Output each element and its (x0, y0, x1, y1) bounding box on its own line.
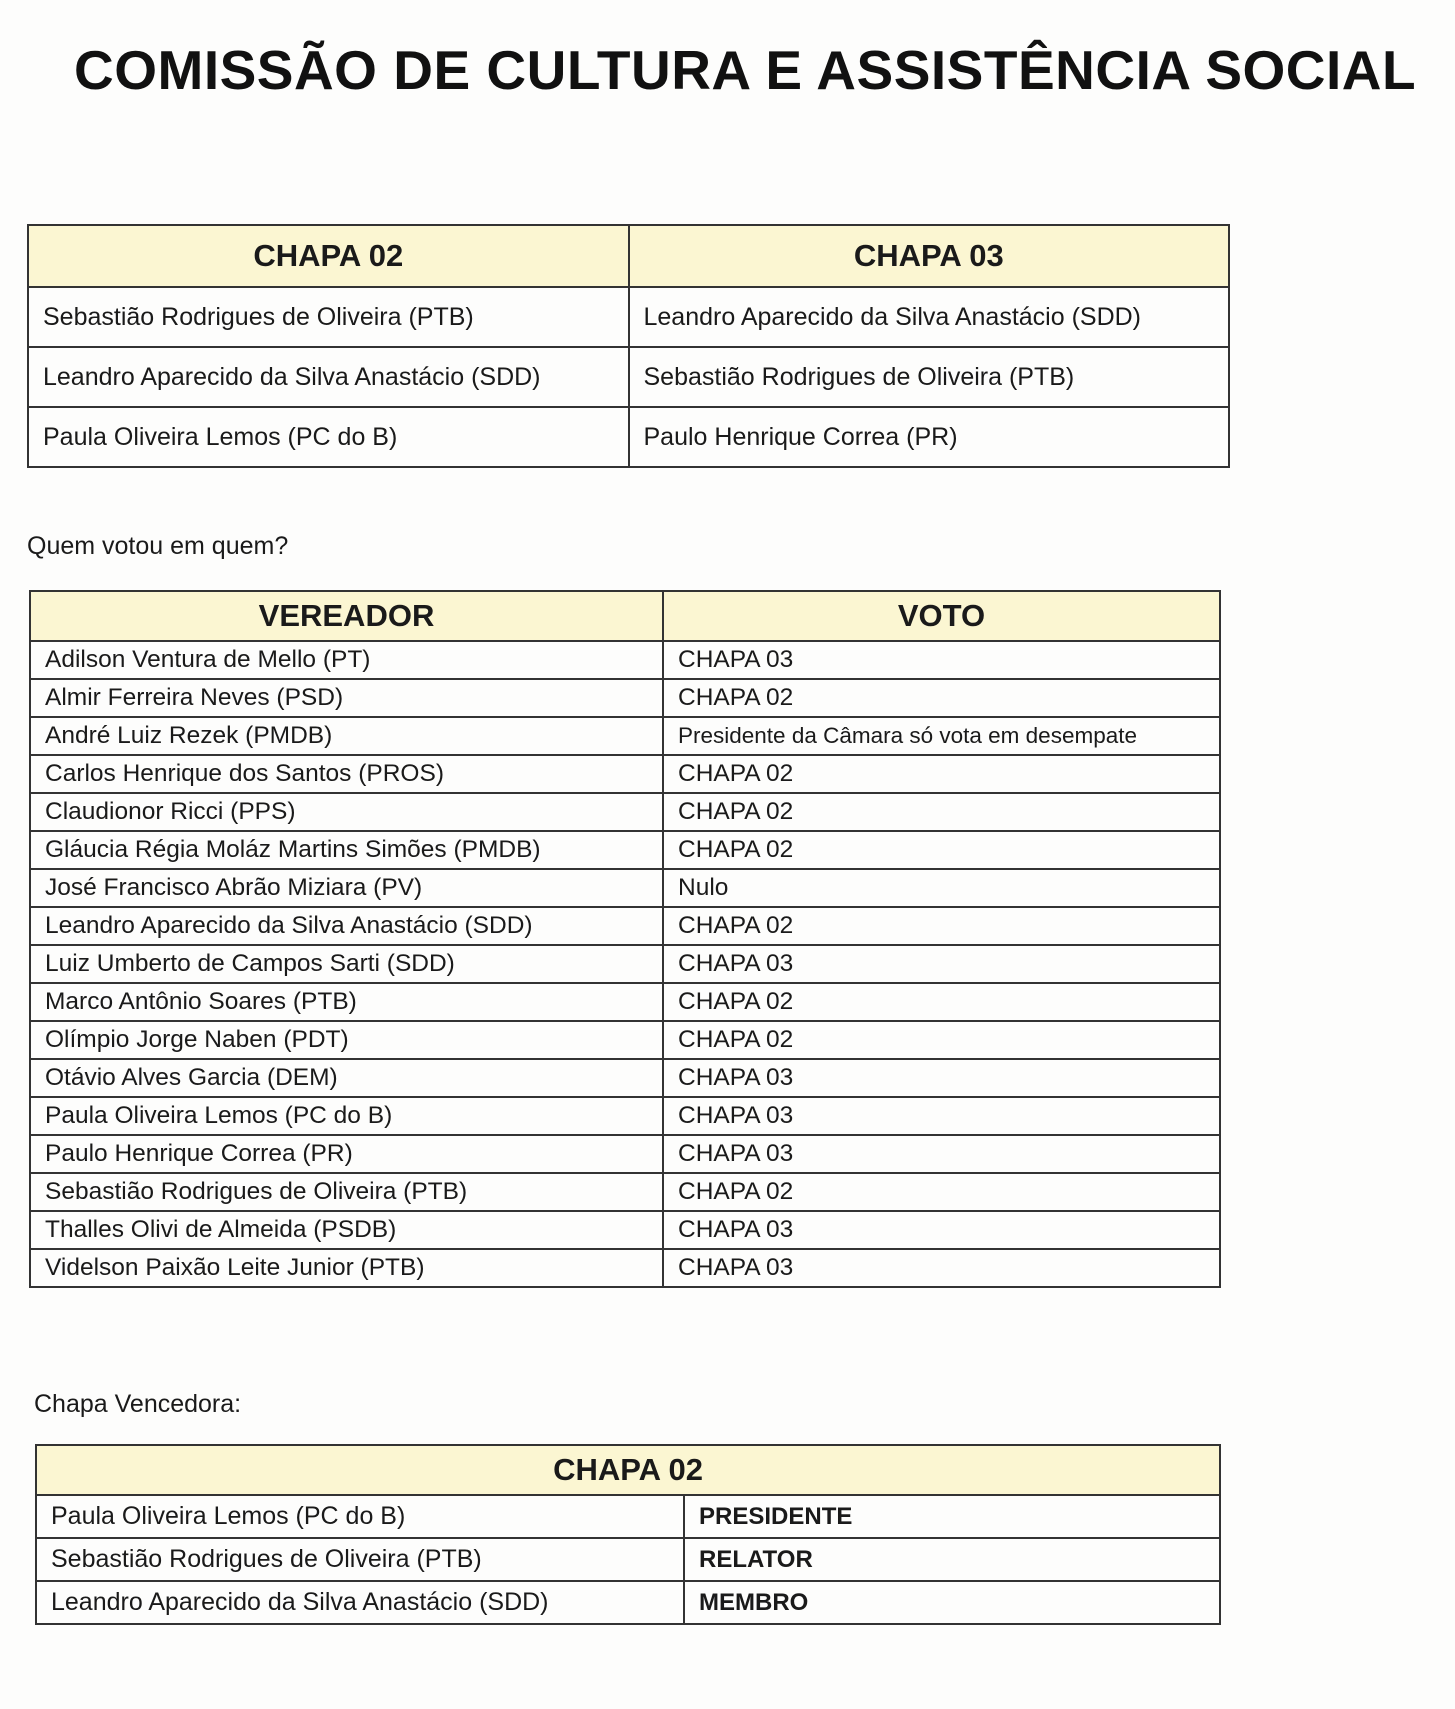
vote-value: CHAPA 02 (662, 1172, 1221, 1212)
member-name: Sebastião Rodrigues de Oliveira (PTB) (35, 1537, 685, 1582)
vereador-name: Paula Oliveira Lemos (PC do B) (29, 1096, 664, 1136)
vote-value: CHAPA 03 (662, 1058, 1221, 1098)
chapa-03-member: Leandro Aparecido da Silva Anastácio (SD… (627, 286, 1230, 348)
chapa-02-member: Sebastião Rodrigues de Oliveira (PTB) (27, 286, 630, 348)
vote-value: Presidente da Câmara só vota em desempat… (662, 716, 1221, 756)
votes-header-row: VEREADOR VOTO (29, 590, 1221, 642)
vote-value: Nulo (662, 868, 1221, 908)
vote-value: CHAPA 03 (662, 1248, 1221, 1288)
votes-label: Quem votou em quem? (27, 532, 289, 560)
vereador-name: Olímpio Jorge Naben (PDT) (29, 1020, 664, 1060)
vereador-name: Gláucia Régia Moláz Martins Simões (PMDB… (29, 830, 664, 870)
vote-row: José Francisco Abrão Miziara (PV) Nulo (29, 868, 1221, 908)
vote-value: CHAPA 02 (662, 754, 1221, 794)
vote-row: Sebastião Rodrigues de Oliveira (PTB) CHA… (29, 1172, 1221, 1212)
vote-row: Carlos Henrique dos Santos (PROS) CHAPA 0… (29, 754, 1221, 794)
chapas-row: Leandro Aparecido da Silva Anastácio (SD… (27, 346, 1230, 408)
vote-value: CHAPA 03 (662, 640, 1221, 680)
vote-value: CHAPA 02 (662, 906, 1221, 946)
winner-row: Leandro Aparecido da Silva Anastácio (SD… (35, 1580, 1221, 1625)
vote-value: CHAPA 03 (662, 1134, 1221, 1174)
member-name: Leandro Aparecido da Silva Anastácio (SD… (35, 1580, 685, 1625)
vereador-name: Almir Ferreira Neves (PSD) (29, 678, 664, 718)
chapa-03-member: Sebastião Rodrigues de Oliveira (PTB) (627, 346, 1230, 408)
winner-row: Paula Oliveira Lemos (PC do B) PRESIDENTE (35, 1494, 1221, 1539)
vote-row: Otávio Alves Garcia (DEM) CHAPA 03 (29, 1058, 1221, 1098)
header-chapa-02: CHAPA 02 (27, 224, 630, 288)
vote-row: Gláucia Régia Moláz Martins Simões (PMDB… (29, 830, 1221, 870)
vereador-name: Otávio Alves Garcia (DEM) (29, 1058, 664, 1098)
member-role: MEMBRO (683, 1580, 1221, 1625)
header-winner-chapa: CHAPA 02 (35, 1444, 1221, 1496)
winner-row: Sebastião Rodrigues de Oliveira (PTB) REL… (35, 1537, 1221, 1582)
document-title: COMISSÃO DE CULTURA E ASSISTÊNCIA SOCIAL (74, 39, 1417, 101)
vote-row: Videlson Paixão Leite Junior (PTB) CHAPA … (29, 1248, 1221, 1288)
chapas-row: Paula Oliveira Lemos (PC do B) Paulo Henr… (27, 406, 1230, 468)
vote-value: CHAPA 02 (662, 830, 1221, 870)
vote-value: CHAPA 03 (662, 1210, 1221, 1250)
vote-row: Thalles Olivi de Almeida (PSDB) CHAPA 03 (29, 1210, 1221, 1250)
vote-row: Leandro Aparecido da Silva Anastácio (SD… (29, 906, 1221, 946)
vote-row: André Luiz Rezek (PMDB) Presidente da Câm… (29, 716, 1221, 756)
header-voto: VOTO (662, 590, 1221, 642)
vereador-name: Luiz Umberto de Campos Sarti (SDD) (29, 944, 664, 984)
chapas-table: CHAPA 02 CHAPA 03 Sebastião Rodrigues de… (27, 224, 1230, 468)
member-name: Paula Oliveira Lemos (PC do B) (35, 1494, 685, 1539)
vote-value: CHAPA 03 (662, 1096, 1221, 1136)
chapa-02-member: Paula Oliveira Lemos (PC do B) (27, 406, 630, 468)
vote-row: Olímpio Jorge Naben (PDT) CHAPA 02 (29, 1020, 1221, 1060)
votes-table: VEREADOR VOTO Adilson Ventura de Mello (… (29, 590, 1221, 1288)
vereador-name: Videlson Paixão Leite Junior (PTB) (29, 1248, 664, 1288)
chapa-02-member: Leandro Aparecido da Silva Anastácio (SD… (27, 346, 630, 408)
vereador-name: Marco Antônio Soares (PTB) (29, 982, 664, 1022)
vote-row: Almir Ferreira Neves (PSD) CHAPA 02 (29, 678, 1221, 718)
chapa-03-member: Paulo Henrique Correa (PR) (627, 406, 1230, 468)
vereador-name: André Luiz Rezek (PMDB) (29, 716, 664, 756)
member-role: RELATOR (683, 1537, 1221, 1582)
chapas-header-row: CHAPA 02 CHAPA 03 (27, 224, 1230, 288)
winner-table: CHAPA 02 Paula Oliveira Lemos (PC do B) P… (35, 1444, 1221, 1625)
vereador-name: Leandro Aparecido da Silva Anastácio (SD… (29, 906, 664, 946)
vote-row: Marco Antônio Soares (PTB) CHAPA 02 (29, 982, 1221, 1022)
vereador-name: Claudionor Ricci (PPS) (29, 792, 664, 832)
vote-value: CHAPA 02 (662, 792, 1221, 832)
vereador-name: Carlos Henrique dos Santos (PROS) (29, 754, 664, 794)
vereador-name: Sebastião Rodrigues de Oliveira (PTB) (29, 1172, 664, 1212)
vote-value: CHAPA 02 (662, 982, 1221, 1022)
vote-row: Claudionor Ricci (PPS) CHAPA 02 (29, 792, 1221, 832)
vote-row: Paulo Henrique Correa (PR) CHAPA 03 (29, 1134, 1221, 1174)
vereador-name: Paulo Henrique Correa (PR) (29, 1134, 664, 1174)
vote-value: CHAPA 02 (662, 1020, 1221, 1060)
chapas-row: Sebastião Rodrigues de Oliveira (PTB) Lea… (27, 286, 1230, 348)
vote-row: Adilson Ventura de Mello (PT) CHAPA 03 (29, 640, 1221, 680)
vote-value: CHAPA 02 (662, 678, 1221, 718)
member-role: PRESIDENTE (683, 1494, 1221, 1539)
vote-row: Luiz Umberto de Campos Sarti (SDD) CHAPA … (29, 944, 1221, 984)
vereador-name: José Francisco Abrão Miziara (PV) (29, 868, 664, 908)
vereador-name: Thalles Olivi de Almeida (PSDB) (29, 1210, 664, 1250)
header-vereador: VEREADOR (29, 590, 664, 642)
winner-header-row: CHAPA 02 (35, 1444, 1221, 1496)
header-chapa-03: CHAPA 03 (627, 224, 1230, 288)
winner-label: Chapa Vencedora: (34, 1390, 242, 1418)
vote-row: Paula Oliveira Lemos (PC do B) CHAPA 03 (29, 1096, 1221, 1136)
vereador-name: Adilson Ventura de Mello (PT) (29, 640, 664, 680)
vote-value: CHAPA 03 (662, 944, 1221, 984)
